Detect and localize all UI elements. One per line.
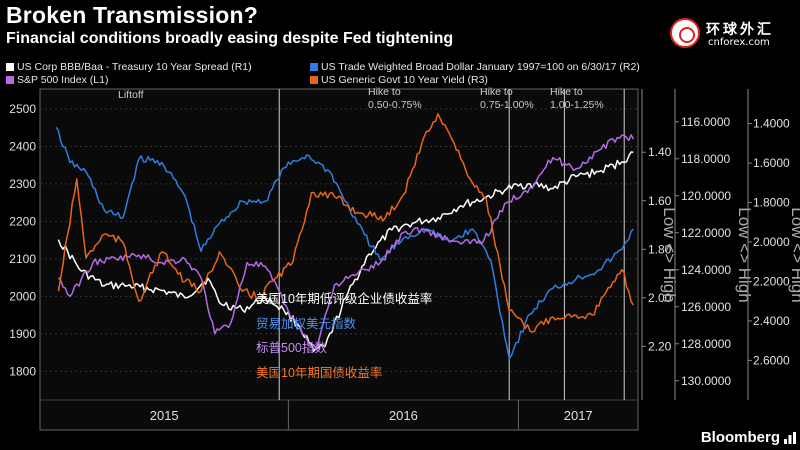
y-tick-label-r2: 130.0000 (681, 374, 731, 388)
y-tick-label-r2: 124.0000 (681, 263, 731, 277)
series-line-3 (57, 112, 635, 333)
cn-annotation: 美国10年期低评级企业债收益率 (256, 291, 432, 306)
y-tick-label-r3: 1.8000 (753, 196, 790, 210)
event-label: Hike to 1.00-1.25% (550, 86, 604, 111)
event-label: Hike to 0.50-0.75% (368, 86, 422, 111)
y-tick-label-l1: 1900 (9, 327, 36, 341)
axis-direction-label-r2: Low <> High (735, 207, 754, 302)
y-tick-label-r3: 2.4000 (753, 314, 790, 328)
cnforex-logo: 环球外汇 cnforex.com (670, 18, 788, 52)
logo-en-text: cnforex.com (708, 37, 770, 48)
legend-label: US Generic Govt 10 Year Yield (R3) (321, 74, 488, 86)
y-tick-label-r2: 120.0000 (681, 189, 731, 203)
cnforex-logo-icon (670, 18, 700, 48)
legend-swatch (310, 76, 318, 84)
y-tick-label-r3: 2.6000 (753, 353, 790, 367)
axis-direction-label-r1: Low <> High (660, 207, 679, 302)
legend-label: US Trade Weighted Broad Dollar January 1… (321, 61, 640, 73)
series-lines (55, 112, 635, 360)
legend-swatch (6, 76, 14, 84)
series-line-0 (57, 151, 634, 352)
grid (40, 108, 638, 430)
logo-cn-text: 环球外汇 (706, 22, 774, 38)
legend-item-dollar: US Trade Weighted Broad Dollar January 1… (310, 61, 640, 73)
event-label: Liftoff (118, 89, 144, 101)
cn-annotations: 美国10年期低评级企业债收益率贸易加权美元指数标普500指数美国10年期国债收益… (256, 291, 432, 380)
y-tick-label-l1: 2500 (9, 102, 36, 116)
x-tick-label: 2016 (389, 408, 418, 423)
event-label: Hike to 0.75-1.00% (480, 86, 534, 111)
legend-label: US Corp BBB/Baa - Treasury 10 Year Sprea… (17, 61, 252, 73)
x-tick-label: 2015 (150, 408, 179, 423)
series-line-2 (57, 134, 635, 350)
y-tick-label-l1: 2100 (9, 252, 36, 266)
y-tick-label-l1: 2200 (9, 214, 36, 228)
y-tick-label-r1: 2.00 (648, 291, 672, 305)
legend-item-yield: US Generic Govt 10 Year Yield (R3) (310, 74, 488, 86)
axes: 2015 2016 2017 1800 1900 2000 2100 2200 2300 2400… (9, 89, 800, 423)
y-tick-label-r1: 1.80 (648, 242, 672, 256)
chart-subtitle: Financial conditions broadly easing desp… (6, 30, 454, 47)
cn-annotation: 标普500指数 (256, 340, 327, 355)
y-tick-label-r3: 2.2000 (753, 274, 790, 288)
y-tick-label-r2: 118.0000 (681, 152, 730, 166)
y-tick-label-r2: 116.0000 (681, 115, 730, 129)
legend-label: S&P 500 Index (L1) (17, 74, 109, 86)
y-tick-label-l1: 1800 (9, 364, 36, 378)
y-tick-label-l1: 2000 (9, 289, 36, 303)
y-tick-label-r3: 1.6000 (753, 156, 790, 170)
cn-annotation: 贸易加权美元指数 (256, 316, 357, 331)
x-tick-label: 2017 (564, 408, 593, 423)
plot-area (39, 88, 639, 431)
axis-direction-label-r3: Low <> High (788, 207, 800, 302)
y-tick-label-r3: 2.0000 (753, 235, 790, 249)
legend-swatch (6, 63, 14, 71)
bloomberg-terminal-icon (784, 432, 796, 444)
legend-item-sp500: S&P 500 Index (L1) (6, 74, 108, 86)
legend-swatch (310, 63, 318, 71)
y-tick-label-l1: 2300 (9, 177, 36, 191)
series-line-1 (55, 126, 634, 360)
y-tick-label-r1: 1.40 (648, 145, 672, 159)
bloomberg-brand: Bloomberg (700, 429, 780, 446)
event-markers: Liftoff Hike to 0.50-0.75% Hike to 0.75-1.00… (118, 86, 625, 400)
y-tick-label-r1: 1.60 (648, 194, 672, 208)
y-tick-label-r2: 128.0000 (681, 337, 731, 351)
y-tick-label-l1: 2400 (9, 139, 36, 153)
legend-item-spread: US Corp BBB/Baa - Treasury 10 Year Sprea… (6, 61, 252, 73)
y-tick-label-r3: 1.4000 (753, 117, 790, 131)
y-tick-label-r2: 122.0000 (681, 226, 731, 240)
chart-title: Broken Transmission? (6, 2, 258, 28)
y-tick-label-r1: 2.20 (648, 339, 672, 353)
y-tick-label-r2: 126.0000 (681, 300, 731, 314)
cn-annotation: 美国10年期国债收益率 (256, 365, 382, 380)
